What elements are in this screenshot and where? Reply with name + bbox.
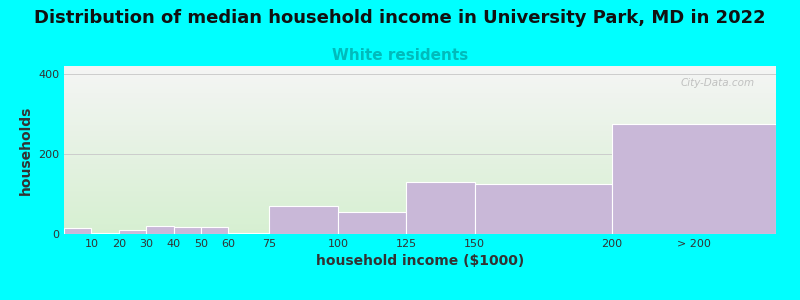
Bar [174,227,201,234]
Y-axis label: households: households [18,105,33,195]
Text: White residents: White residents [332,48,468,63]
Bar [118,230,146,234]
X-axis label: household income ($1000): household income ($1000) [316,254,524,268]
Bar [146,226,174,234]
Text: Distribution of median household income in University Park, MD in 2022: Distribution of median household income … [34,9,766,27]
Bar [201,227,228,234]
Bar [406,182,474,234]
Bar [228,233,270,234]
Bar [338,212,406,234]
Bar [270,206,338,234]
Text: City-Data.com: City-Data.com [681,78,754,88]
Bar [612,124,776,234]
Bar [64,228,91,234]
Bar [91,233,118,234]
Bar [474,184,612,234]
